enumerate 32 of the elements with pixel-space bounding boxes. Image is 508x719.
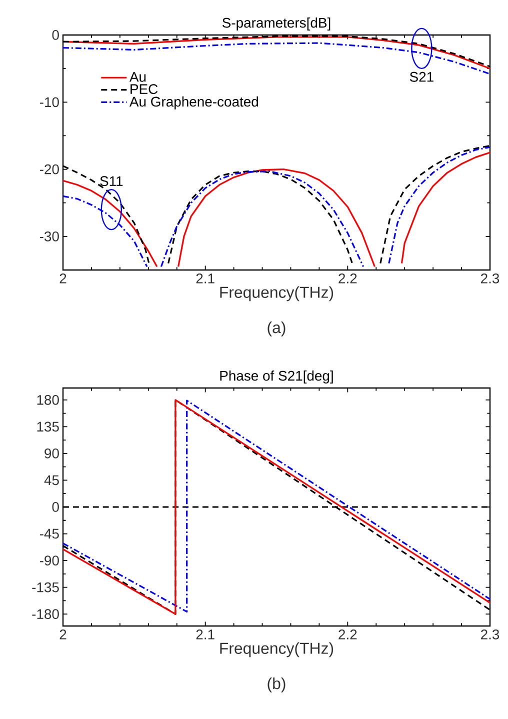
y-tick-label: -30: [40, 231, 59, 242]
y-tick-label: -45: [40, 528, 59, 539]
x-tick-label: 2.2: [338, 630, 357, 640]
y-tick-label: 180: [37, 394, 59, 405]
y-tick-label: 45: [44, 475, 59, 486]
x-tick-label: 2.3: [481, 630, 500, 640]
y-tick-label: 90: [44, 448, 59, 458]
x-tick-label: 2: [60, 274, 66, 284]
chart-title: Phase of S21[deg]: [220, 370, 333, 384]
annotation: S11: [100, 176, 123, 186]
y-tick-label: 0: [52, 502, 59, 512]
x-axis-title: Frequency(THz): [220, 642, 334, 658]
text: (b): [268, 678, 286, 692]
x-axis-title: Frequency(THz): [220, 286, 334, 302]
annotation: S21: [410, 72, 434, 82]
x-tick-label: 2.3: [481, 274, 500, 284]
y-tick-label: -180: [32, 609, 59, 620]
y-tick-label: 0: [52, 30, 59, 40]
legend-label: Au Graphene-coated: [129, 96, 258, 110]
y-tick-label: -90: [40, 556, 59, 566]
text: (a): [268, 322, 286, 336]
legend-label: Au: [129, 72, 146, 82]
y-tick-label: 135: [37, 422, 59, 432]
y-tick-label: -20: [40, 164, 59, 174]
chart-title: S-parameters[dB]: [222, 17, 330, 30]
x-tick-label: 2.1: [196, 274, 214, 284]
x-tick-label: 2: [60, 630, 66, 640]
y-tick-label: -135: [32, 582, 59, 592]
y-tick-label: -10: [40, 97, 59, 108]
x-tick-label: 2.1: [196, 630, 214, 640]
legend-label: PEC: [130, 84, 158, 94]
x-tick-label: 2.2: [338, 274, 357, 284]
